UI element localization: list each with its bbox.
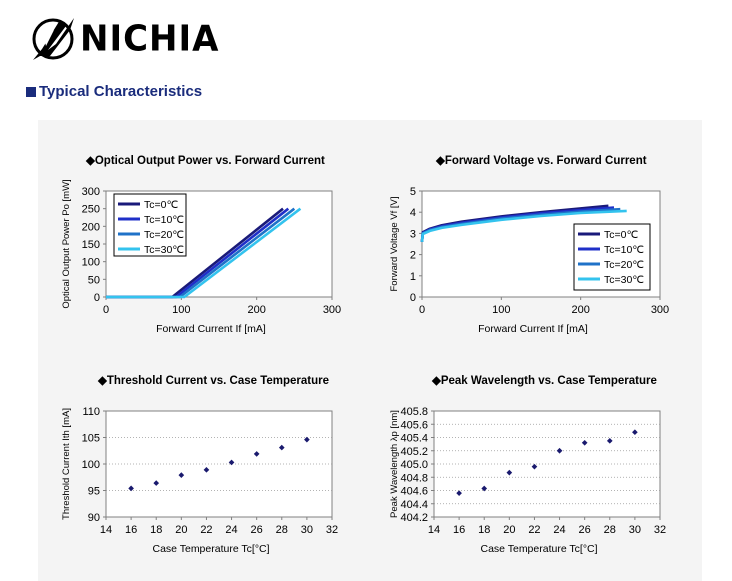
x-tick-label: 100 bbox=[172, 304, 190, 316]
x-tick-label: 18 bbox=[478, 524, 490, 536]
legend-label: Tc=0℃ bbox=[144, 199, 178, 211]
chart-threshold-current: 90 95 100 105 110 14 16 18 20 22 24 26 28 30 32 Case Te… bbox=[61, 406, 338, 555]
data-point bbox=[203, 467, 210, 473]
y-axis-label: Optical Output Power Po [mW] bbox=[61, 179, 72, 308]
x-tick-label: 26 bbox=[579, 524, 591, 536]
y-tick-label: 95 bbox=[88, 486, 100, 498]
y-tick-label: 5 bbox=[410, 186, 416, 198]
y-tick-label: 405.8 bbox=[400, 406, 428, 418]
chart-title-peak-wavelength: ◆Peak Wavelength vs. Case Temperature bbox=[432, 375, 657, 387]
y-tick-label: 100 bbox=[82, 459, 100, 471]
chart-title-threshold-current: ◆Threshold Current vs. Case Temperature bbox=[98, 375, 330, 387]
y-tick-label: 405.6 bbox=[400, 419, 428, 431]
y-tick-label: 404.8 bbox=[400, 472, 428, 484]
chart-title-forward-voltage: ◆Forward Voltage vs. Forward Current bbox=[436, 155, 647, 167]
plot-area bbox=[105, 410, 333, 518]
y-tick-label: 250 bbox=[82, 204, 100, 216]
legend-label: Tc=0℃ bbox=[604, 229, 638, 241]
x-tick-label: 22 bbox=[200, 524, 212, 536]
y-tick-label: 1 bbox=[410, 271, 416, 283]
y-tick-label: 150 bbox=[82, 239, 100, 251]
x-axis-label: Case Temperature Tc[°C] bbox=[480, 543, 597, 555]
x-tick-label: 26 bbox=[251, 524, 263, 536]
x-tick-label: 14 bbox=[100, 524, 112, 536]
x-tick-label: 20 bbox=[175, 524, 187, 536]
x-tick-label: 100 bbox=[492, 304, 510, 316]
y-tick-label: 2 bbox=[410, 250, 416, 262]
data-point bbox=[606, 437, 613, 444]
x-axis-label: Forward Current If [mA] bbox=[156, 323, 266, 335]
x-tick-label: 18 bbox=[150, 524, 162, 536]
chart-output-power: 0 50 100 150 200 250 300 0 100 200 300 Forward Curr… bbox=[61, 179, 341, 335]
x-tick-label: 30 bbox=[629, 524, 641, 536]
legend-label: Tc=30℃ bbox=[144, 244, 184, 256]
y-tick-label: 4 bbox=[410, 207, 416, 219]
x-tick-label: 24 bbox=[553, 524, 565, 536]
x-tick-label: 0 bbox=[419, 304, 425, 316]
legend-label: Tc=20℃ bbox=[604, 259, 644, 271]
section-heading: Typical Characteristics bbox=[26, 83, 202, 100]
x-tick-label: 28 bbox=[276, 524, 288, 536]
y-tick-label: 100 bbox=[82, 257, 100, 269]
y-tick-label: 300 bbox=[82, 186, 100, 198]
chart-title-output-power: ◆Optical Output Power vs. Forward Curren… bbox=[86, 155, 325, 167]
y-tick-label: 110 bbox=[82, 406, 100, 418]
x-axis-label: Forward Current If [mA] bbox=[478, 323, 588, 335]
section-title: Typical Characteristics bbox=[39, 83, 203, 100]
data-point bbox=[228, 459, 235, 466]
x-tick-label: 20 bbox=[503, 524, 515, 536]
y-tick-label: 200 bbox=[82, 221, 100, 233]
logo-text: NICHIA bbox=[80, 18, 220, 60]
x-tick-label: 16 bbox=[125, 524, 137, 536]
y-tick-label: 404.2 bbox=[400, 512, 428, 524]
x-tick-label: 32 bbox=[326, 524, 338, 536]
y-tick-label: 105 bbox=[82, 433, 100, 445]
nichia-logo-mark-icon bbox=[32, 18, 74, 60]
x-axis-label: Case Temperature Tc[°C] bbox=[152, 543, 269, 555]
y-axis-label: Threshold Current Ith [mA] bbox=[61, 408, 72, 520]
y-tick-label: 0 bbox=[94, 292, 100, 304]
data-point bbox=[153, 480, 160, 486]
y-tick-label: 0 bbox=[410, 292, 416, 304]
x-tick-label: 200 bbox=[571, 304, 589, 316]
series-line bbox=[420, 209, 627, 243]
x-tick-label: 0 bbox=[103, 304, 109, 316]
y-tick-label: 404.6 bbox=[400, 486, 428, 498]
data-point bbox=[506, 469, 513, 476]
y-tick-label: 405.4 bbox=[400, 433, 428, 445]
x-tick-label: 200 bbox=[247, 304, 265, 316]
legend-label: Tc=20℃ bbox=[144, 229, 184, 241]
y-tick-label: 404.4 bbox=[400, 499, 428, 511]
chart-forward-voltage: 0 1 2 3 4 5 0 100 200 300 Forward Current If [mA] F… bbox=[389, 186, 669, 335]
plot-area bbox=[433, 410, 661, 518]
legend-label: Tc=10℃ bbox=[604, 244, 644, 256]
y-tick-label: 90 bbox=[88, 512, 100, 524]
legend-label: Tc=30℃ bbox=[604, 274, 644, 286]
data-point bbox=[178, 472, 185, 478]
y-tick-label: 50 bbox=[88, 274, 100, 286]
x-tick-label: 300 bbox=[651, 304, 669, 316]
series-line bbox=[106, 207, 302, 299]
x-tick-label: 28 bbox=[604, 524, 616, 536]
y-tick-label: 3 bbox=[410, 228, 416, 240]
x-tick-label: 16 bbox=[453, 524, 465, 536]
data-point bbox=[253, 451, 260, 457]
square-bullet-icon bbox=[26, 86, 36, 97]
y-tick-label: 405.0 bbox=[400, 459, 428, 471]
x-tick-label: 30 bbox=[301, 524, 313, 536]
x-tick-label: 32 bbox=[654, 524, 666, 536]
x-tick-label: 14 bbox=[428, 524, 440, 536]
y-tick-label: 405.2 bbox=[400, 446, 428, 458]
y-axis-label: Peak Wavelength λp [nm] bbox=[389, 410, 400, 518]
legend-label: Tc=10℃ bbox=[144, 214, 184, 226]
nichia-logo: NICHIA bbox=[30, 12, 250, 66]
x-tick-label: 300 bbox=[323, 304, 341, 316]
x-tick-label: 24 bbox=[225, 524, 237, 536]
data-point bbox=[481, 485, 488, 492]
x-tick-label: 22 bbox=[528, 524, 540, 536]
y-axis-label: Forward Voltage Vf [V] bbox=[389, 196, 400, 291]
